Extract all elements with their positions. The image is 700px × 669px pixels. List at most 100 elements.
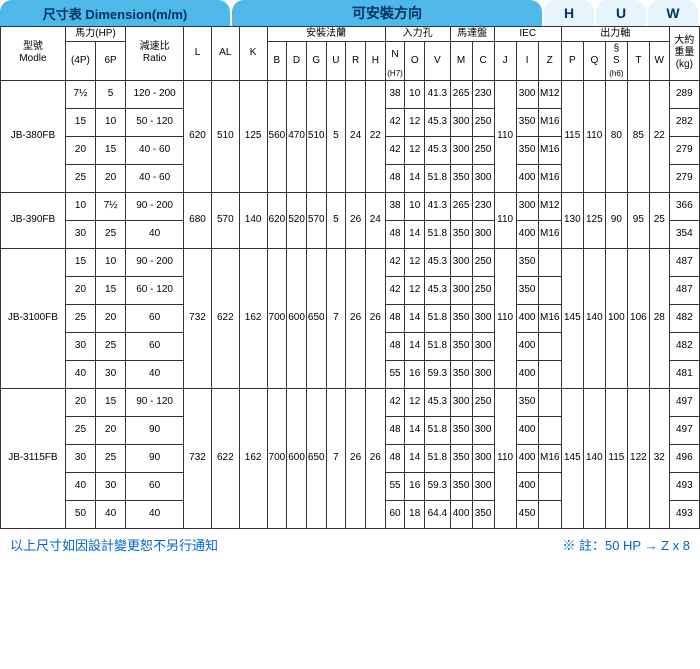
- col-J: J: [494, 42, 516, 81]
- data-cell: 300: [472, 220, 494, 248]
- data-cell: 45.3: [425, 248, 451, 276]
- data-cell: 350: [450, 164, 472, 192]
- data-cell: 25: [65, 416, 95, 444]
- data-cell: 400: [450, 500, 472, 528]
- data-cell: 570: [306, 192, 326, 248]
- data-cell: 60: [126, 304, 184, 332]
- data-cell: 51.8: [425, 444, 451, 472]
- data-cell: 570: [211, 192, 239, 248]
- data-cell: 59.3: [425, 360, 451, 388]
- data-cell: 40 - 60: [126, 164, 184, 192]
- col-Z: Z: [538, 42, 561, 81]
- data-cell: 45.3: [425, 136, 451, 164]
- col-motor: 馬達盤: [450, 27, 494, 42]
- data-cell: 12: [405, 248, 425, 276]
- data-cell: 55: [385, 360, 405, 388]
- data-cell: 560: [267, 80, 287, 192]
- data-cell: 300: [472, 164, 494, 192]
- data-cell: 700: [267, 248, 287, 388]
- data-cell: 15: [65, 248, 95, 276]
- data-cell: 20: [96, 416, 126, 444]
- data-cell: 48: [385, 332, 405, 360]
- data-cell: 110: [494, 388, 516, 528]
- data-cell: 48: [385, 304, 405, 332]
- data-cell: 15: [96, 276, 126, 304]
- data-cell: 48: [385, 416, 405, 444]
- data-cell: 620: [267, 192, 287, 248]
- data-cell: 282: [669, 108, 699, 136]
- data-cell: 14: [405, 444, 425, 472]
- data-cell: 45.3: [425, 108, 451, 136]
- data-cell: 14: [405, 164, 425, 192]
- table-row: JB-3100FB151090 - 2007326221627006006507…: [1, 248, 700, 276]
- data-cell: 40: [65, 472, 95, 500]
- data-cell: [538, 388, 561, 416]
- data-cell: 45.3: [425, 276, 451, 304]
- model-cell: JB-3115FB: [1, 388, 66, 528]
- data-cell: 14: [405, 416, 425, 444]
- data-cell: 350: [516, 108, 538, 136]
- data-cell: 487: [669, 248, 699, 276]
- col-ratio: 減速比 Ratio: [126, 27, 184, 81]
- data-cell: 680: [184, 192, 212, 248]
- data-cell: 350: [450, 220, 472, 248]
- data-cell: 700: [267, 388, 287, 528]
- data-cell: 520: [287, 192, 307, 248]
- col-L: L: [184, 27, 212, 81]
- col-N-sub: (H7): [385, 68, 405, 80]
- data-cell: 110: [494, 80, 516, 192]
- data-cell: 14: [405, 304, 425, 332]
- data-cell: 41.3: [425, 192, 451, 220]
- data-cell: 250: [472, 108, 494, 136]
- data-cell: M12: [538, 80, 561, 108]
- data-cell: 10: [405, 80, 425, 108]
- data-cell: 40: [126, 220, 184, 248]
- tab-dimension: 尺寸表 Dimension(m/m): [0, 0, 230, 26]
- data-cell: 350: [450, 472, 472, 500]
- data-cell: 7½: [96, 192, 126, 220]
- data-cell: 22: [649, 80, 669, 192]
- col-iec: IEC: [494, 27, 561, 42]
- data-cell: 650: [306, 248, 326, 388]
- data-cell: 400: [516, 360, 538, 388]
- data-cell: 41.3: [425, 80, 451, 108]
- data-cell: 230: [472, 80, 494, 108]
- col-R: R: [346, 42, 366, 81]
- data-cell: 110: [494, 192, 516, 248]
- data-cell: 26: [346, 388, 366, 528]
- data-cell: 45.3: [425, 388, 451, 416]
- data-cell: 25: [65, 304, 95, 332]
- model-cell: JB-390FB: [1, 192, 66, 248]
- data-cell: 510: [306, 80, 326, 192]
- data-cell: 350: [516, 276, 538, 304]
- data-cell: 24: [365, 192, 385, 248]
- data-cell: 26: [365, 248, 385, 388]
- data-cell: 300: [472, 360, 494, 388]
- data-cell: 622: [211, 248, 239, 388]
- data-cell: 732: [184, 388, 212, 528]
- data-cell: 42: [385, 248, 405, 276]
- data-cell: 140: [239, 192, 267, 248]
- data-cell: M12: [538, 192, 561, 220]
- data-cell: 28: [649, 248, 669, 388]
- data-cell: 30: [65, 332, 95, 360]
- data-cell: 30: [96, 360, 126, 388]
- data-cell: 90: [605, 192, 627, 248]
- data-cell: 15: [96, 136, 126, 164]
- data-cell: 64.4: [425, 500, 451, 528]
- data-cell: 26: [365, 388, 385, 528]
- col-model: 型號 Modle: [1, 27, 66, 81]
- data-cell: 42: [385, 276, 405, 304]
- col-M: M: [450, 42, 472, 81]
- data-cell: 250: [472, 388, 494, 416]
- data-cell: 18: [405, 500, 425, 528]
- data-cell: 7: [326, 388, 346, 528]
- data-cell: 15: [65, 108, 95, 136]
- data-cell: 40: [126, 500, 184, 528]
- data-cell: 300: [516, 80, 538, 108]
- data-cell: 122: [627, 388, 649, 528]
- data-cell: [538, 276, 561, 304]
- col-I: I: [516, 42, 538, 81]
- data-cell: 350: [450, 444, 472, 472]
- data-cell: 20: [65, 388, 95, 416]
